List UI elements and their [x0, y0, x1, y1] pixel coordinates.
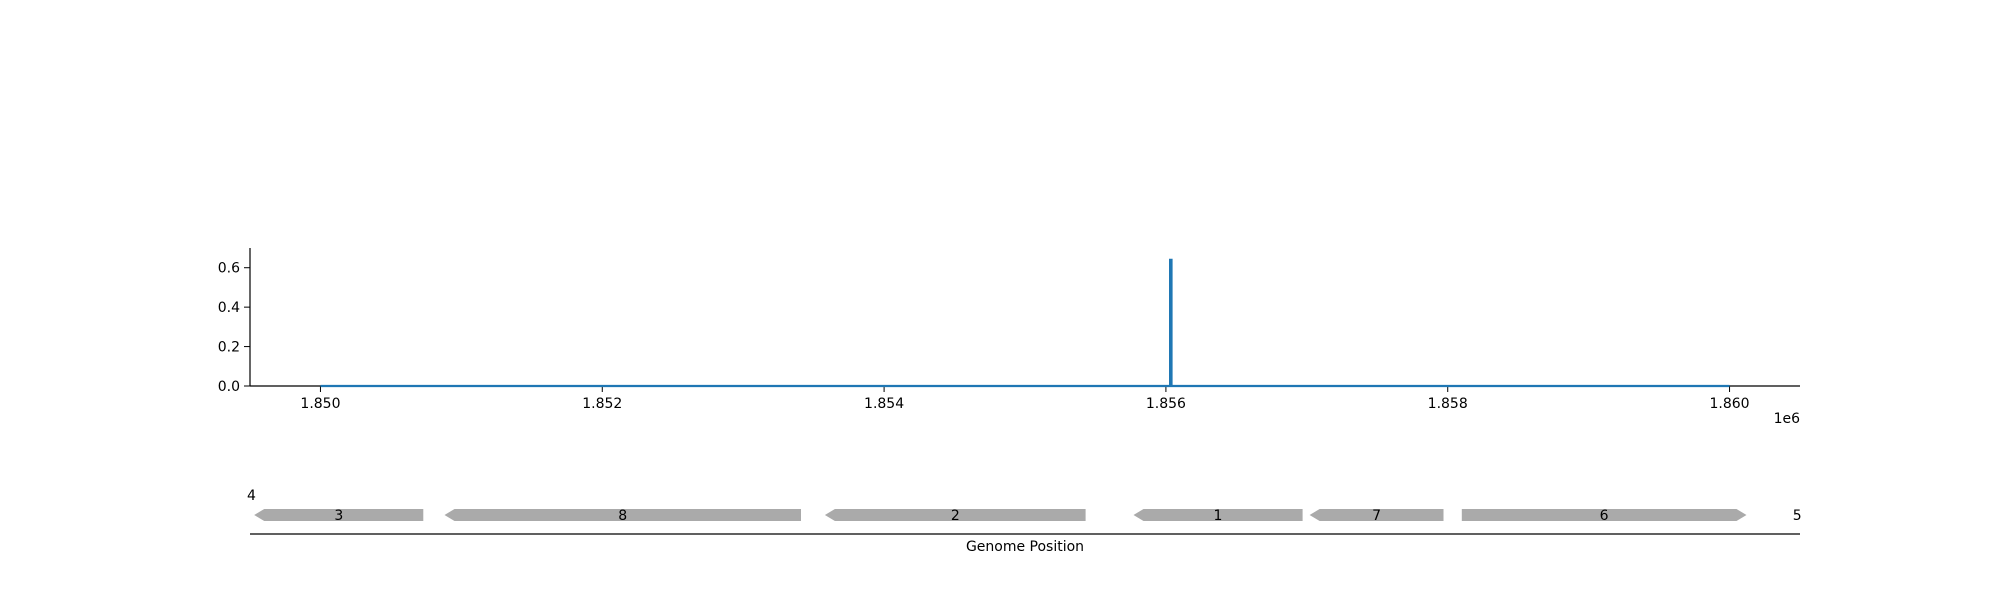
gene-label: 7 [1372, 508, 1381, 524]
gene-label: 1 [1214, 508, 1223, 524]
y-ticks: 0.0 0.2 0.4 0.6 [218, 261, 250, 395]
gene-edge-labels: 45 [247, 488, 1802, 524]
gene-arrow [1133, 509, 1303, 521]
x-tick-label: 1.850 [300, 396, 340, 412]
x-tick-label: 1.854 [864, 396, 904, 412]
y-tick-label: 0.4 [218, 300, 240, 316]
y-tick-label: 0.6 [218, 261, 240, 277]
gene-edge-label: 4 [247, 488, 256, 504]
gene-label: 8 [618, 508, 627, 524]
x-tick-label: 1.856 [1146, 396, 1186, 412]
gene-label: 6 [1600, 508, 1609, 524]
x-tick-label: 1.852 [582, 396, 622, 412]
coverage-plot: 1.850 1.852 1.854 1.856 1.858 1.860 0.0 0.2 0.4… [218, 248, 1800, 427]
x-tick-label: 1.860 [1709, 396, 1749, 412]
gene-arrows: 3 8 2 1 7 6 [254, 508, 1747, 524]
coverage-series-line [320, 258, 1730, 388]
y-tick-label: 0.2 [218, 340, 240, 356]
x-ticks: 1.850 1.852 1.854 1.856 1.858 1.860 [300, 386, 1750, 412]
gene-label: 2 [951, 508, 960, 524]
gene-arrow [1461, 509, 1747, 521]
x-tick-label: 1.858 [1428, 396, 1468, 412]
gene-arrow [824, 509, 1086, 521]
gene-arrow [444, 509, 801, 521]
y-tick-label: 0.0 [218, 379, 240, 395]
gene-arrow [254, 509, 424, 521]
x-axis-label: Genome Position [966, 539, 1084, 555]
x-offset-label: 1e6 [1774, 411, 1801, 427]
gene-label: 3 [334, 508, 343, 524]
gene-edge-label: 5 [1793, 508, 1802, 524]
gene-arrow [1309, 509, 1444, 521]
